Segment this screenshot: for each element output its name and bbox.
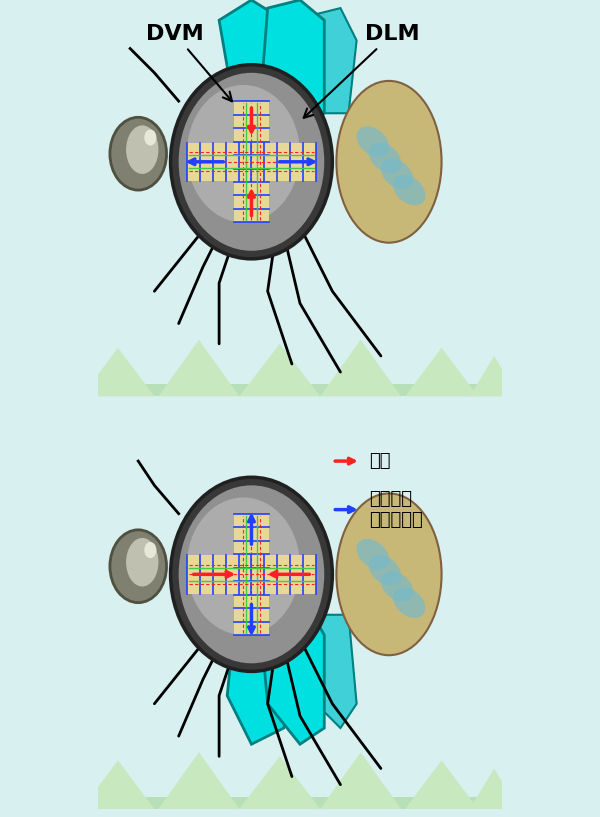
Ellipse shape [179,485,324,663]
Ellipse shape [337,493,442,655]
Ellipse shape [381,158,413,190]
Text: 短縮: 短縮 [369,452,390,470]
Ellipse shape [337,503,442,645]
Bar [234,101,269,222]
Bar [234,514,269,635]
Ellipse shape [110,530,167,603]
Polygon shape [292,8,356,114]
Ellipse shape [393,175,425,205]
Ellipse shape [187,498,300,635]
Polygon shape [158,340,239,396]
Bar [187,143,316,181]
Polygon shape [260,0,324,122]
Polygon shape [82,761,154,809]
Polygon shape [320,752,401,809]
Text: DLM: DLM [304,25,419,118]
Ellipse shape [337,503,442,645]
Ellipse shape [170,65,332,259]
Ellipse shape [126,125,158,174]
Ellipse shape [187,85,300,222]
Text: 受動的な
引き伸ばし: 受動的な 引き伸ばし [369,490,422,529]
Ellipse shape [337,91,442,233]
Text: DVM: DVM [146,25,232,101]
Ellipse shape [368,555,401,586]
Ellipse shape [337,503,442,645]
Ellipse shape [110,118,167,190]
Ellipse shape [381,571,413,602]
Ellipse shape [356,538,389,569]
Polygon shape [260,607,324,744]
Ellipse shape [337,503,442,645]
Polygon shape [219,0,300,114]
Polygon shape [320,340,401,396]
Ellipse shape [368,142,401,173]
Ellipse shape [144,542,157,558]
Bar [187,555,316,593]
Polygon shape [227,607,300,744]
Ellipse shape [393,587,425,618]
Polygon shape [82,348,154,396]
Polygon shape [405,761,478,809]
Polygon shape [292,614,356,728]
Ellipse shape [337,91,442,233]
Bar [98,384,502,396]
Ellipse shape [337,91,442,233]
Ellipse shape [356,126,389,157]
Ellipse shape [144,129,157,145]
Ellipse shape [337,91,442,233]
Ellipse shape [170,477,332,672]
Ellipse shape [126,538,158,587]
Ellipse shape [337,91,442,233]
Polygon shape [470,769,518,809]
Polygon shape [239,344,320,396]
Polygon shape [405,348,478,396]
Polygon shape [239,757,320,809]
Polygon shape [470,356,518,396]
Ellipse shape [337,503,442,645]
Bar [98,797,502,809]
Ellipse shape [179,73,324,251]
Polygon shape [158,752,239,809]
Ellipse shape [337,81,442,243]
